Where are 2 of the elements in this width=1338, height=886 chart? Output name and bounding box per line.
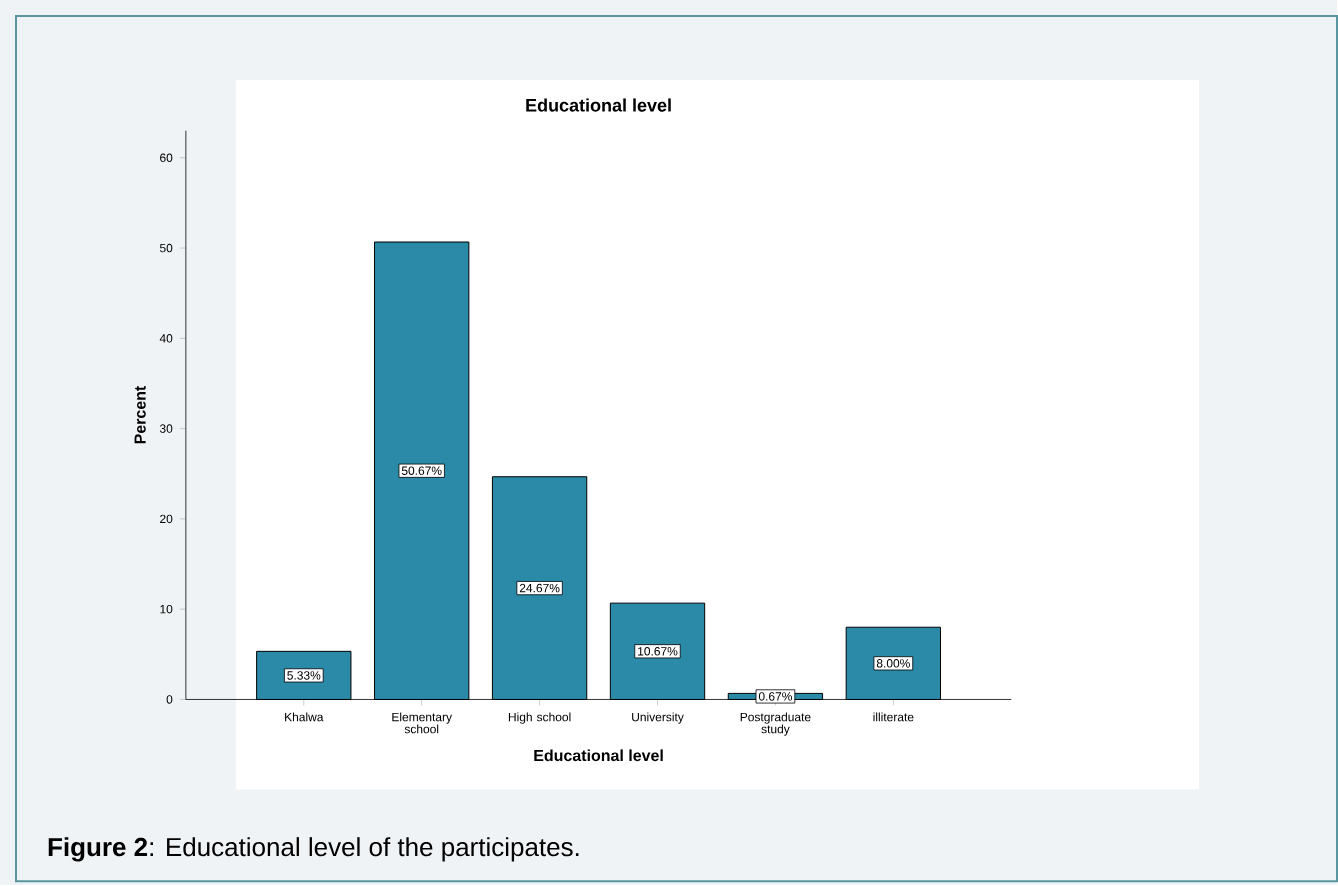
chart-title: Educational level bbox=[526, 98, 671, 112]
text: Figure 2: Educational level of the participates. bbox=[48, 837, 579, 862]
